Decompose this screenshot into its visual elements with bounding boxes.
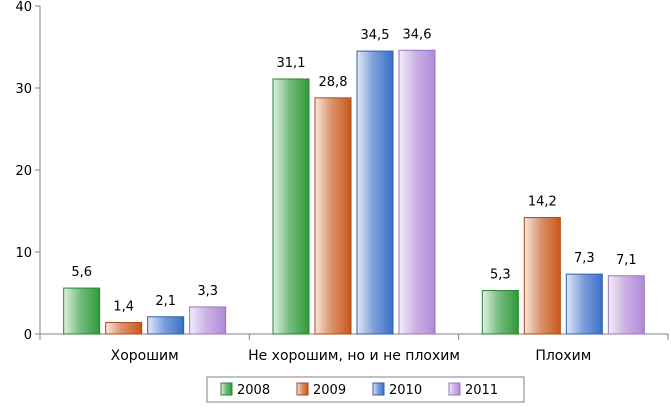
data-label: 7,3: [574, 251, 595, 266]
data-label: 34,5: [361, 28, 390, 43]
legend-label: 2011: [465, 383, 498, 398]
legend: 2008 2009 2010 2011: [206, 376, 525, 403]
bar-2011-0: [189, 306, 227, 335]
legend-swatch-2009: [296, 382, 309, 396]
bars: [63, 49, 645, 335]
legend-label: 2008: [237, 383, 270, 398]
bar-2008-1: [272, 78, 310, 335]
legend-swatch-2010: [372, 382, 385, 396]
category-label: Не хорошим, но и не плохим: [248, 348, 460, 364]
y-tick-label: 20: [15, 164, 32, 179]
data-label: 34,6: [403, 27, 432, 42]
bar-2008-0: [63, 287, 101, 335]
category-label: Хорошим: [111, 348, 179, 364]
y-tick-label: 10: [15, 246, 32, 261]
data-label: 28,8: [319, 75, 348, 90]
y-tick-label: 40: [15, 0, 32, 15]
legend-swatch-2011: [448, 382, 461, 396]
legend-box: [206, 376, 525, 403]
bar-2010-2: [565, 273, 603, 335]
data-labels: 5,6 1,4 2,1 3,3 31,1 28,8 34,5 34,6 5,3 14,2 7,3 7,…: [71, 27, 636, 314]
data-label: 31,1: [277, 56, 306, 71]
data-label: 7,1: [616, 253, 637, 268]
category-label: Плохим: [535, 348, 591, 364]
y-tick-label: 0: [24, 328, 32, 343]
bar-2011-1: [398, 49, 436, 335]
data-label: 3,3: [197, 284, 218, 299]
data-label: 1,4: [113, 300, 134, 315]
data-label: 5,6: [71, 265, 92, 280]
data-label: 14,2: [528, 195, 557, 210]
legend-label: 2009: [313, 383, 346, 398]
data-label: 2,1: [155, 294, 176, 309]
bar-2009-2: [523, 217, 561, 335]
bar-2010-1: [356, 50, 394, 335]
bar-2009-0: [105, 322, 143, 335]
y-tick-label: 30: [15, 82, 32, 97]
bar-2011-2: [607, 275, 645, 335]
bar-2008-2: [481, 290, 519, 335]
axes: 0 10 20 30 40 Хорошим Не хорошим, но и не плох…: [15, 0, 669, 364]
data-label: 5,3: [490, 268, 511, 283]
legend-label: 2010: [389, 383, 422, 398]
bar-2010-0: [147, 316, 185, 335]
bar-2009-1: [314, 97, 352, 335]
legend-swatch-2008: [220, 382, 233, 396]
